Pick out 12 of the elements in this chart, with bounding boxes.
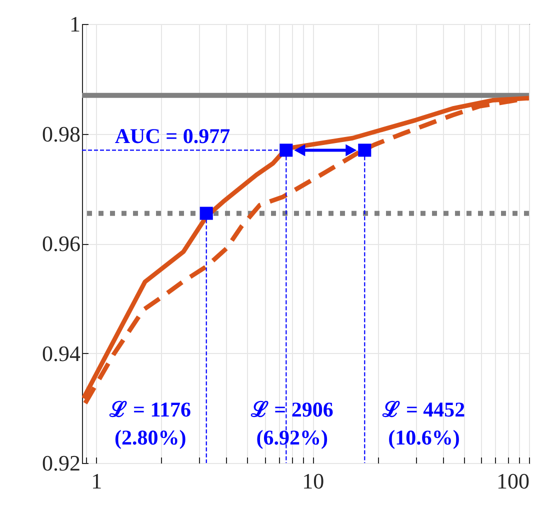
x-tick-label: 10 xyxy=(302,468,324,494)
y-tick-label: 1 xyxy=(70,12,80,36)
annotation: ℒ = 1176 (2.80%) xyxy=(108,397,192,450)
annotation: AUC = 0.977 xyxy=(114,124,230,148)
annotation: ℒ = 2906 (6.92%) xyxy=(250,397,334,450)
annotation: ℒ = 4452 (10.6%) xyxy=(382,397,466,450)
y-tick-label: 0.98 xyxy=(42,121,80,146)
y-tick-label: 0.92 xyxy=(42,450,80,476)
y-tick-label: 0.96 xyxy=(42,231,80,256)
x-tick-label: 1 xyxy=(91,468,102,494)
y-tick-label: 0.94 xyxy=(42,340,80,366)
x-tick-label: 100 xyxy=(496,468,530,494)
